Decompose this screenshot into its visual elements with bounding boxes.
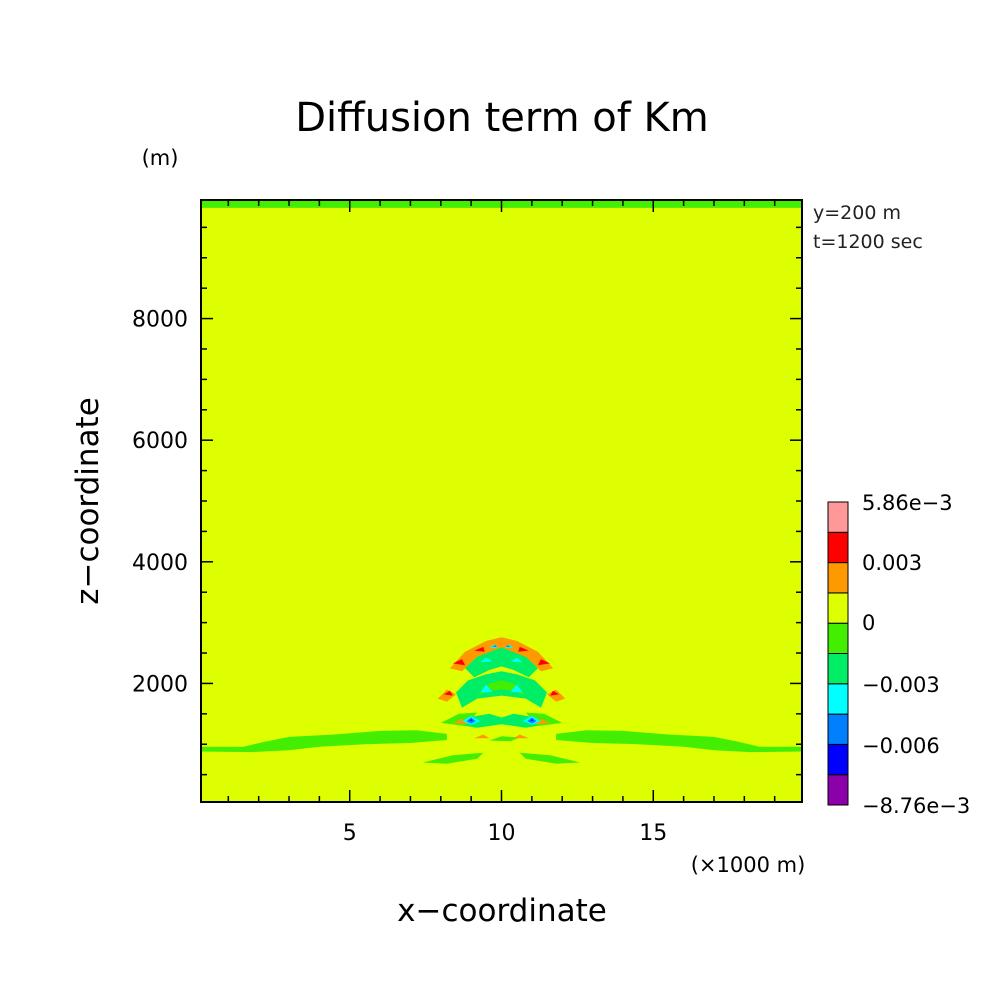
y-tick-label: 8000 [132, 308, 188, 333]
colorbar-segment [827, 653, 849, 685]
contour-red-dot-4 [537, 659, 551, 666]
contour-left-side-orange [437, 689, 456, 702]
colorbar-segment [827, 531, 849, 564]
contour-upper-arch-orange [449, 637, 554, 672]
plot-area [201, 200, 802, 802]
y-unit-label: (m) [142, 146, 179, 170]
contour-lower-left-patch [422, 752, 484, 764]
contour-right-low-band [556, 730, 802, 753]
axis-ticks [201, 200, 802, 802]
colorbar-segment [827, 562, 849, 594]
contour-cyan-spot-6 [510, 684, 523, 693]
x-unit-label: (×1000 m) [691, 853, 806, 877]
contour-left-low-band [201, 730, 447, 753]
info-label-y: y=200 m [813, 202, 901, 224]
contour-right-side-orange [547, 689, 566, 702]
contour-deep-blue-spot-2 [530, 719, 534, 721]
contour-right-lower-orange [534, 718, 551, 725]
y-tick-label: 2000 [132, 672, 188, 697]
colorbar-segment [827, 683, 849, 715]
colorbar-label-0003: 0.003 [862, 551, 922, 575]
contour-red-dot-6 [550, 690, 560, 696]
colorbar-labels: 5.86e−3 0.003 0 −0.003 −0.006 −8.76e−3 [862, 491, 970, 818]
contour-blue-spot-3 [492, 645, 497, 647]
x-tick-label: 15 [639, 821, 667, 846]
y-tick-label: 6000 [132, 429, 188, 454]
contour-bottom-orange-left [474, 734, 490, 739]
colorbar-label-neg0006: −0.006 [862, 734, 940, 758]
colorbar-label-top: 5.86e−3 [862, 491, 953, 515]
contour-lower-body-green [459, 713, 544, 728]
contour-lower-right-patch [519, 752, 581, 764]
axis-tick-labels: 5 10 15 2000 4000 6000 8000 [132, 308, 667, 846]
contour-red-dot-3 [518, 646, 529, 652]
colorbar [827, 501, 849, 806]
colorbar-label-bottom: −8.76e−3 [862, 794, 970, 818]
info-label-t: t=1200 sec [813, 231, 923, 253]
contour-regions [201, 200, 802, 764]
y-tick-label: 4000 [132, 551, 188, 576]
colorbar-segment [827, 743, 849, 776]
contour-cyan-spot-1 [480, 657, 493, 663]
colorbar-label-zero: 0 [862, 611, 875, 635]
x-tick-label: 10 [488, 821, 516, 846]
x-tick-label: 5 [343, 821, 357, 846]
contour-cyan-spot-4 [510, 657, 523, 663]
contour-middle-body-lime [477, 680, 526, 696]
contour-red-dot-2 [474, 646, 485, 652]
colorbar-segment [827, 774, 849, 806]
colorbar-segment [827, 713, 849, 745]
colorbar-segment [827, 592, 849, 624]
chart-title: Diffusion term of Km [295, 95, 709, 141]
contour-upper-arch-green [465, 647, 538, 678]
contour-red-dot-5 [443, 690, 453, 696]
contour-lower-center-patch [489, 736, 520, 742]
colorbar-label-neg0003: −0.003 [862, 673, 940, 697]
contour-cyan-spot-5 [480, 684, 493, 693]
colorbar-segment [827, 622, 849, 655]
contour-bottom-orange-right [513, 734, 529, 739]
contour-left-lower-orange [452, 718, 469, 725]
contour-blue-spot-4 [506, 645, 511, 647]
x-axis-label: x−coordinate [397, 893, 607, 929]
contour-red-dot-1 [452, 659, 466, 666]
y-axis-label: z−coordinate [70, 397, 106, 605]
contour-deep-blue-spot-1 [469, 719, 473, 721]
colorbar-segment [827, 501, 849, 533]
